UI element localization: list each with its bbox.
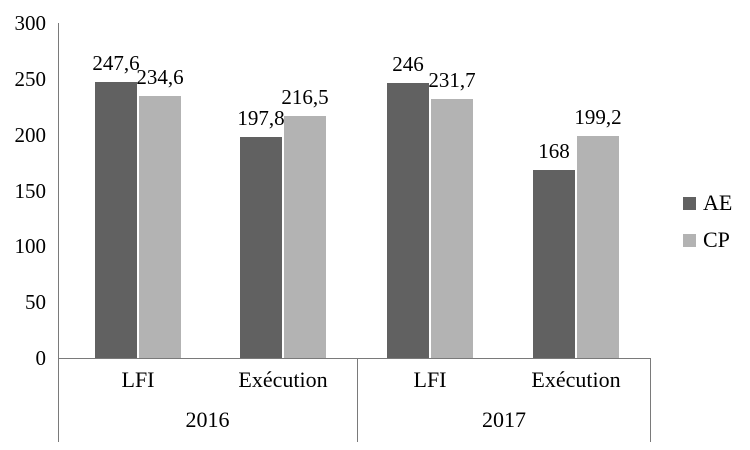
bar-value-label: 168 (538, 139, 570, 164)
bar-value-label: 197,8 (237, 106, 285, 131)
legend-swatch-cp-icon (683, 233, 696, 247)
bar-ae-0 (95, 81, 137, 358)
bar-cp-1 (284, 116, 326, 358)
group-label-2016: 2016 (185, 407, 230, 432)
bar-value-label: 231,7 (428, 68, 476, 93)
y-axis-tick-label: 50 (25, 290, 46, 315)
y-axis-tick-label: 0 (35, 346, 47, 370)
legend-item-cp: CP (683, 229, 732, 251)
y-axis-tick-label: 300 (14, 11, 47, 35)
y-axis-line (58, 23, 59, 442)
group-label-2017: 2017 (482, 407, 526, 432)
legend-swatch-ae-icon (683, 196, 696, 210)
bar-value-label: 234,6 (136, 65, 184, 90)
bar-value-label: 199,2 (574, 104, 622, 129)
bar-ae-2 (387, 83, 429, 358)
bar-value-label: 246 (392, 52, 424, 77)
legend-label-ae: AE (703, 190, 733, 215)
category-divider-middle (357, 358, 358, 442)
bar-cp-3 (577, 135, 619, 358)
bar-ae-3 (533, 170, 575, 358)
y-axis-tick-label: 200 (14, 122, 47, 147)
bar-cp-2 (431, 99, 473, 358)
category-label-3: Exécution (531, 367, 621, 392)
category-label-1: Exécution (238, 367, 328, 392)
bar-value-label: 216,5 (281, 85, 329, 110)
legend-label-cp: CP (703, 227, 730, 252)
bar-value-label: 247,6 (92, 50, 140, 75)
legend-item-ae: AE (683, 192, 732, 214)
bar-ae-1 (240, 137, 282, 358)
category-label-2: LFI (413, 367, 447, 392)
x-axis-line (58, 358, 651, 359)
category-label-0: LFI (121, 367, 155, 392)
bar-cp-0 (139, 96, 181, 358)
y-axis-tick-label: 150 (14, 178, 47, 203)
y-axis-tick-label: 100 (14, 234, 47, 259)
y-axis-tick-label: 250 (14, 66, 47, 91)
legend: AE CP (683, 192, 732, 266)
category-divider-right (650, 358, 651, 442)
